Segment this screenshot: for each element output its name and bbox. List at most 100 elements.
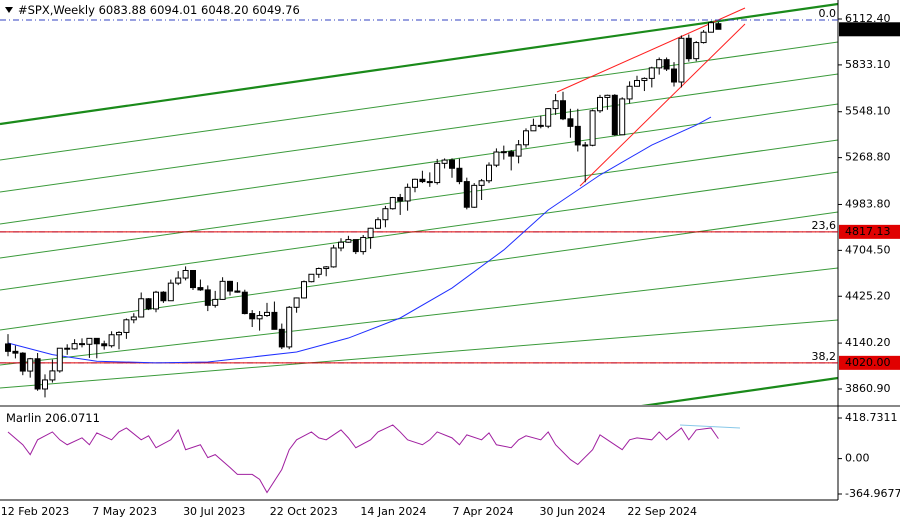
candle-body [190, 269, 196, 289]
candle-body [456, 167, 463, 183]
y-tick-label: 5268.80 [845, 151, 891, 164]
trend-line [579, 23, 746, 187]
candle-body [419, 178, 426, 183]
candle-body [685, 37, 692, 60]
candle-body [537, 124, 544, 127]
candle-body [175, 277, 182, 284]
candle-body [79, 343, 85, 346]
level-label: 4020.00 [845, 356, 891, 369]
high: 6094.01 [150, 3, 198, 17]
channel-line [0, 171, 838, 291]
candle-body [560, 100, 566, 120]
channel-line [0, 139, 838, 259]
candle-body [42, 379, 48, 390]
indicator-title: Marlin 206.0711 [6, 411, 100, 425]
price-plot [0, 19, 838, 398]
moving-average [7, 116, 712, 364]
chart-title: #SPX,Weekly 6083.88 6094.01 6048.20 6049… [18, 3, 300, 17]
x-tick-label: 12 Feb 2023 [1, 505, 69, 518]
y-tick-label: 4425.20 [845, 289, 891, 302]
candle-body [641, 77, 648, 82]
channel-line [0, 2, 838, 126]
fib-label: 38,2 [812, 350, 837, 363]
indicator-line [7, 424, 719, 494]
candle-body [182, 269, 189, 279]
y-tick-label: 5833.10 [845, 58, 891, 71]
candle-body [116, 331, 122, 336]
symbol-icon [5, 7, 13, 13]
candle-body [49, 370, 56, 381]
candle-body [256, 315, 263, 320]
candle-body [19, 352, 26, 372]
candle-body [493, 151, 500, 166]
candle-body [71, 343, 78, 350]
candle-body [523, 130, 529, 146]
candle-body [160, 291, 167, 302]
candle-body [338, 241, 344, 249]
candle-body [619, 98, 626, 136]
x-tick-label: 7 May 2023 [92, 505, 157, 518]
candle-body [589, 110, 596, 146]
candle-body [552, 100, 559, 110]
candle-body [264, 311, 270, 317]
candle-body [597, 96, 603, 112]
fib-label: 0.0 [819, 7, 837, 20]
close: 6049.76 [252, 3, 300, 17]
candle-body [715, 23, 722, 30]
x-tick-label: 22 Sep 2024 [627, 505, 697, 518]
candle-body [286, 306, 293, 348]
candle-body [345, 239, 352, 243]
candle-body [478, 180, 485, 186]
candle-body [545, 108, 552, 127]
candle-body [626, 85, 633, 100]
candle-body [227, 280, 233, 292]
candle-body [130, 316, 137, 321]
y-tick-label: 4983.80 [845, 197, 891, 210]
candle-body [64, 347, 71, 350]
candle-body [93, 337, 100, 345]
candle-body [397, 197, 404, 202]
y-tick-label: 6112.40 [845, 12, 891, 25]
fib-label: 23,6 [812, 219, 837, 232]
candle-body [663, 59, 670, 70]
open: 6083.88 [99, 3, 147, 17]
candle-body [360, 236, 367, 253]
candle-body [671, 68, 677, 83]
candle-body [5, 343, 11, 352]
x-tick-label: 30 Jul 2023 [183, 505, 245, 518]
candle-body [463, 181, 470, 208]
candle-body [404, 186, 411, 202]
candle-body [278, 328, 285, 348]
channel-line [0, 41, 838, 161]
candle-body [449, 159, 455, 169]
x-tick-label: 30 Jun 2024 [540, 505, 606, 518]
x-tick-label: 22 Oct 2023 [270, 505, 338, 518]
y-tick-label: 418.7311 [845, 411, 898, 424]
candle-body [382, 208, 389, 221]
candle-body [708, 22, 714, 33]
candle-body [123, 319, 130, 333]
candle-body [434, 162, 441, 184]
candle-body [315, 268, 322, 275]
candle-body [441, 159, 448, 164]
candle-body [271, 311, 278, 330]
indicator-name: Marlin [6, 411, 41, 425]
candle-body [34, 358, 41, 390]
candle-body [389, 197, 396, 210]
x-tick-label: 7 Apr 2024 [452, 505, 513, 518]
candle-body [352, 239, 359, 253]
candle-body [145, 298, 152, 310]
candle-body [27, 358, 34, 372]
candle-body [167, 282, 174, 302]
y-tick-label: 3860.90 [845, 382, 891, 395]
candle-body [323, 266, 330, 270]
candle-body [693, 42, 700, 60]
channel-line [0, 267, 838, 366]
candle-body [500, 151, 507, 154]
candle-body [412, 178, 418, 188]
candle-body [56, 347, 63, 372]
candle-body [574, 125, 581, 146]
candle-body [515, 144, 522, 157]
indicator-trend-line [679, 424, 741, 429]
